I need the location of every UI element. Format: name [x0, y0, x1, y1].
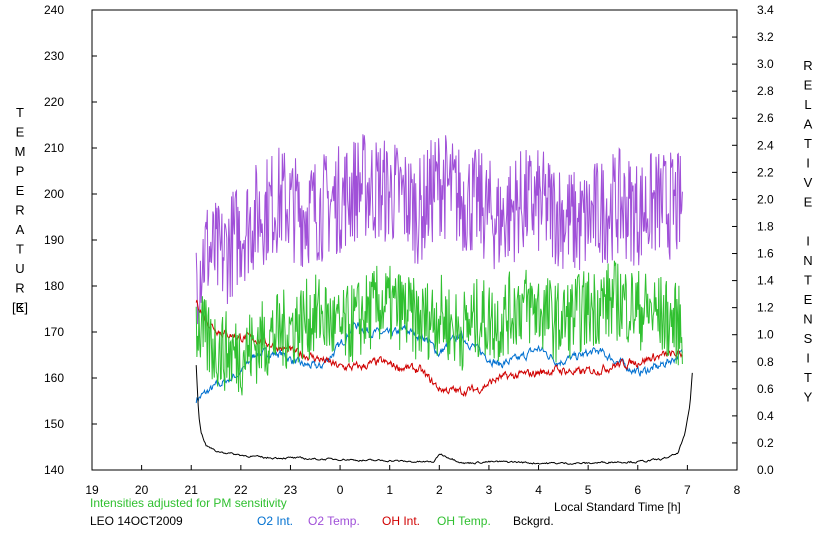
- series-line-bckgrd: [195, 365, 693, 465]
- x-tick-label: 23: [284, 483, 298, 497]
- y-left-axis-unit: [K]: [12, 300, 28, 315]
- y-right-tick-label: 0.8: [757, 355, 774, 369]
- y-right-tick-label: 3.0: [757, 57, 774, 71]
- y-left-tick-label: 190: [44, 233, 64, 247]
- legend-o2-int: O2 Int.: [257, 514, 294, 528]
- x-tick-label: 5: [585, 483, 592, 497]
- y-right-tick-label: 0.6: [757, 382, 774, 396]
- station-label: LEO 14OCT2009: [90, 514, 183, 528]
- y-right-tick-label: 2.6: [757, 111, 774, 125]
- series-line-o2-int: [195, 321, 683, 404]
- x-tick-label: 6: [634, 483, 641, 497]
- y-left-tick-label: 140: [44, 463, 64, 477]
- y-left-tick-label: 170: [44, 325, 64, 339]
- series-line-oh-temp: [195, 260, 683, 396]
- legend-o2-temp: O2 Temp.: [308, 514, 360, 528]
- y-left-tick-label: 150: [44, 417, 64, 431]
- legend-oh-temp: OH Temp.: [437, 514, 491, 528]
- x-tick-label: 21: [185, 483, 199, 497]
- x-tick-label: 1: [386, 483, 393, 497]
- x-axis-label: Local Standard Time [h]: [554, 500, 681, 514]
- y-right-tick-label: 1.8: [757, 219, 774, 233]
- y-right-tick-label: 0.4: [757, 409, 774, 423]
- y-right-tick-label: 2.0: [757, 192, 774, 206]
- x-tick-label: 8: [734, 483, 741, 497]
- y-right-tick-label: 1.2: [757, 301, 774, 315]
- y-left-tick-label: 160: [44, 371, 64, 385]
- y-left-tick-label: 220: [44, 95, 64, 109]
- y-left-tick-label: 200: [44, 187, 64, 201]
- intensity-note: Intensities adjusted for PM sensitivity: [90, 496, 287, 510]
- y-left-tick-label: 180: [44, 279, 64, 293]
- x-tick-label: 22: [234, 483, 248, 497]
- series-line-oh-int: [195, 299, 683, 398]
- y-right-tick-label: 2.2: [757, 165, 774, 179]
- y-left-tick-label: 240: [44, 3, 64, 17]
- y-left-tick-label: 210: [44, 141, 64, 155]
- y-right-tick-label: 0.0: [757, 463, 774, 477]
- y-right-tick-label: 2.8: [757, 84, 774, 98]
- x-tick-label: 7: [684, 483, 691, 497]
- x-tick-label: 20: [135, 483, 149, 497]
- x-tick-label: 0: [337, 483, 344, 497]
- x-tick-label: 3: [486, 483, 493, 497]
- y-right-tick-label: 1.4: [757, 274, 774, 288]
- legend-bckgrd: Bckgrd.: [513, 514, 554, 528]
- y-right-tick-label: 3.4: [757, 3, 774, 17]
- y-right-tick-label: 3.2: [757, 30, 774, 44]
- y-left-tick-label: 230: [44, 49, 64, 63]
- y-right-tick-label: 0.2: [757, 436, 774, 450]
- y-right-tick-label: 1.6: [757, 247, 774, 261]
- series-line-o2-temp: [195, 134, 683, 325]
- x-tick-label: 2: [436, 483, 443, 497]
- x-tick-label: 19: [85, 483, 99, 497]
- legend-oh-int: OH Int.: [382, 514, 421, 528]
- y-right-tick-label: 2.4: [757, 138, 774, 152]
- y-right-tick-label: 1.0: [757, 328, 774, 342]
- x-tick-label: 4: [535, 483, 542, 497]
